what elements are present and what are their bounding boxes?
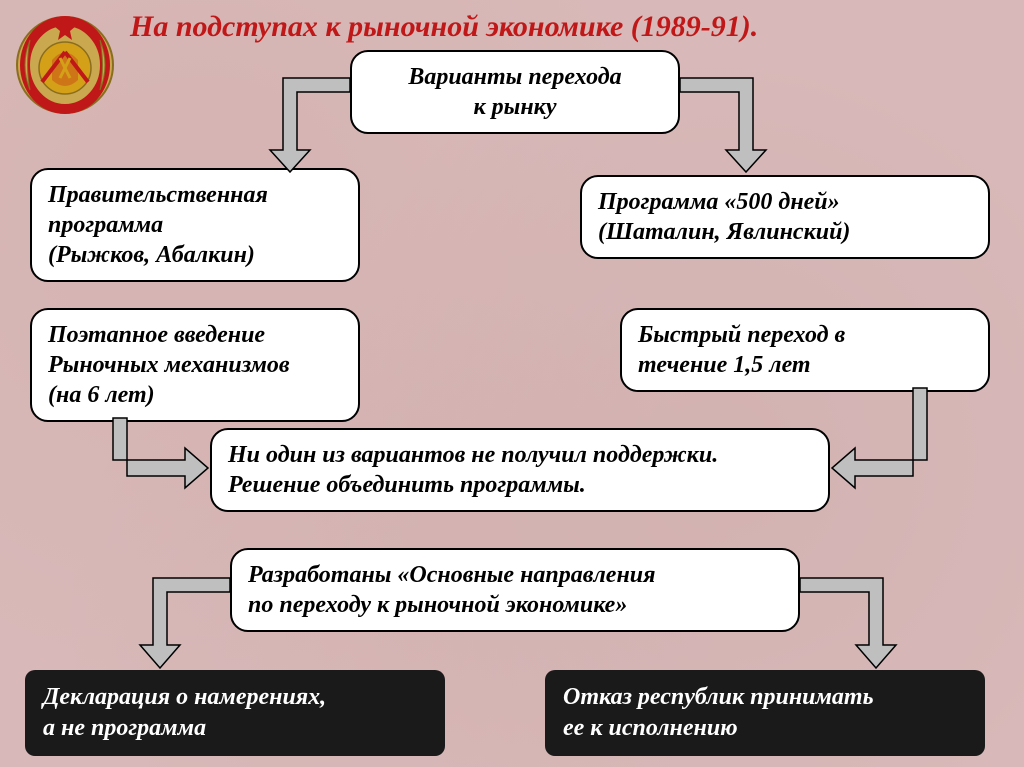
node-left1: Правительственнаяпрограмма (Рыжков, Абал… bbox=[30, 168, 360, 282]
node-text: Ни один из вариантов не получил поддержк… bbox=[228, 442, 718, 498]
node-text: Быстрый переход втечение 1,5 лет bbox=[638, 322, 845, 378]
arrow-root-right1 bbox=[680, 78, 766, 172]
node-right1: Программа «500 дней»(Шаталин, Явлинский) bbox=[580, 175, 990, 259]
node-mid1: Ни один из вариантов не получил поддержк… bbox=[210, 428, 830, 512]
node-text: Разработаны «Основные направленияпо пере… bbox=[248, 562, 655, 618]
arrow-left2-mid1 bbox=[113, 418, 208, 488]
arrow-root-left1 bbox=[270, 78, 350, 172]
arrow-right2-mid1 bbox=[832, 388, 927, 488]
node-left2: Поэтапное введениеРыночных механизмов(на… bbox=[30, 308, 360, 422]
node-root: Варианты переходак рынку bbox=[350, 50, 680, 134]
node-dark-right: Отказ республик приниматьее к исполнению bbox=[545, 670, 985, 756]
node-mid2: Разработаны «Основные направленияпо пере… bbox=[230, 548, 800, 632]
node-text: Программа «500 дней»(Шаталин, Явлинский) bbox=[598, 189, 850, 245]
node-text: Варианты переходак рынку bbox=[408, 64, 621, 120]
arrow-mid2-darkright bbox=[800, 578, 896, 668]
node-text: Поэтапное введениеРыночных механизмов(на… bbox=[48, 322, 290, 408]
node-text: Правительственнаяпрограмма (Рыжков, Абал… bbox=[48, 182, 268, 268]
arrow-mid2-darkleft bbox=[140, 578, 230, 668]
node-dark-left: Декларация о намерениях,а не программа bbox=[25, 670, 445, 756]
node-text: Декларация о намерениях,а не программа bbox=[43, 684, 326, 741]
node-right2: Быстрый переход втечение 1,5 лет bbox=[620, 308, 990, 392]
ussr-emblem-icon bbox=[10, 10, 120, 120]
page-title: На подступах к рыночной экономике (1989-… bbox=[130, 10, 1009, 44]
node-text: Отказ республик приниматьее к исполнению bbox=[563, 684, 874, 741]
